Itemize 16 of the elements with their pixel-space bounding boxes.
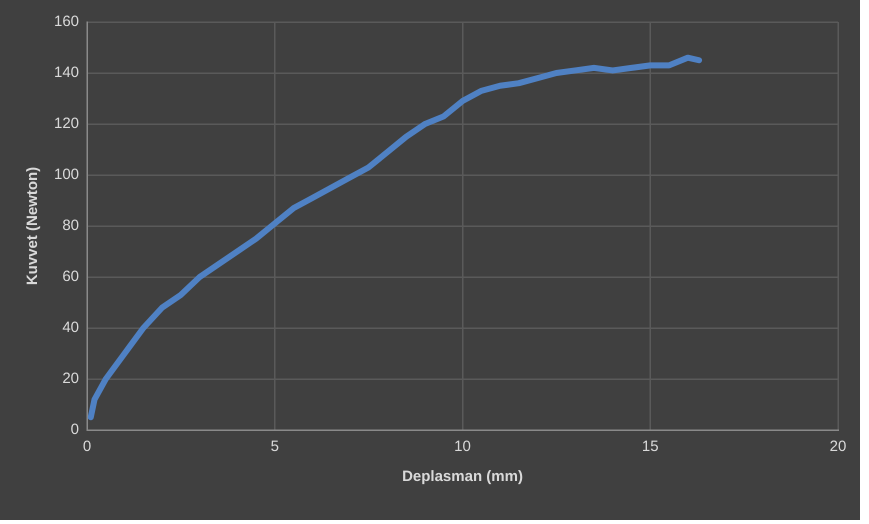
x-tick-label: 0 [82,438,92,456]
y-tick-label: 160 [54,13,80,30]
y-tick-label: 100 [54,166,80,184]
y-tick-label: 140 [54,64,80,82]
y-tick-label: 40 [62,319,80,336]
y-tick-label: 120 [54,115,80,132]
x-tick-label: 20 [830,438,846,456]
x-tick-label: 15 [642,438,659,456]
x-axis-title: Deplasman (mm) [402,468,523,486]
y-tick-label: 60 [62,268,80,286]
x-tick-label: 10 [454,438,471,456]
y-axis-title: Kuvvet (Newton) [24,166,42,286]
x-tick-label: 5 [270,438,279,456]
y-tick-label: 80 [62,217,80,234]
y-tick-label: 20 [62,370,80,388]
y-tick-label: 0 [70,421,80,438]
